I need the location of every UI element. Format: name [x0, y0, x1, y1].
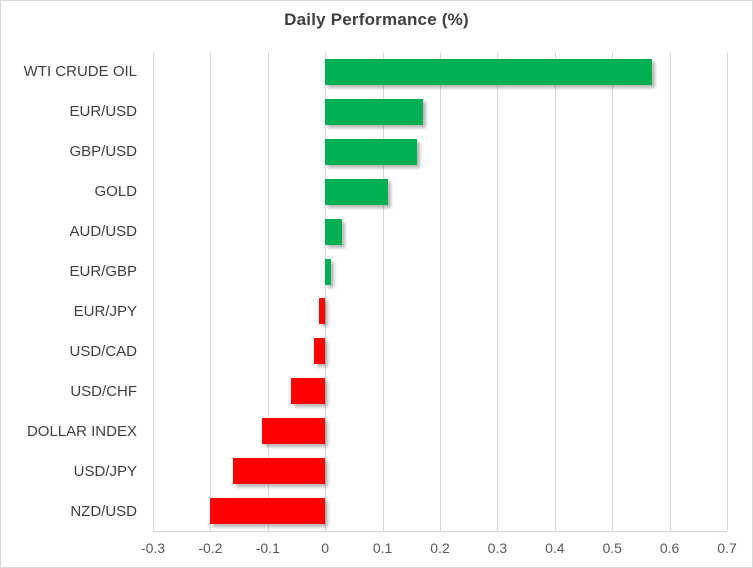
- x-tick-label: 0: [321, 540, 330, 556]
- gridline: [669, 52, 671, 531]
- x-tick-label: -0.2: [198, 540, 223, 556]
- bar-usd-jpy: [233, 458, 326, 485]
- category-label-eur-gbp: EUR/GBP: [69, 263, 137, 281]
- category-label-gbp-usd: GBP/USD: [69, 143, 137, 161]
- gridline: [210, 52, 212, 531]
- bar-gbp-usd: [325, 138, 418, 165]
- bar-gold: [325, 178, 389, 205]
- category-label-gold: GOLD: [94, 183, 137, 201]
- gridline: [612, 52, 614, 531]
- x-tick-label: 0.5: [602, 540, 622, 556]
- bar-nzd-usd: [210, 498, 326, 525]
- x-tick-label: -0.1: [255, 540, 280, 556]
- gridline: [153, 52, 154, 531]
- category-label-usd-jpy: USD/JPY: [73, 462, 137, 480]
- category-label-usd-chf: USD/CHF: [70, 382, 137, 400]
- category-label-dollar-index: DOLLAR INDEX: [26, 422, 137, 440]
- bar-usd-cad: [313, 338, 326, 365]
- x-tick-label: 0.2: [430, 540, 450, 556]
- category-label-eur-usd: EUR/USD: [69, 103, 137, 121]
- gridline: [382, 52, 384, 531]
- category-label-nzd-usd: NZD/USD: [70, 502, 137, 520]
- x-tick-label: 0.4: [545, 540, 565, 556]
- x-tick-label: 0.1: [372, 540, 393, 556]
- gridline: [267, 52, 269, 531]
- category-label-usd-cad: USD/CAD: [69, 342, 137, 360]
- category-label-aud-usd: AUD/USD: [69, 223, 137, 241]
- gridline: [554, 52, 556, 531]
- x-tick-label: 0.3: [487, 540, 508, 556]
- gridline: [440, 52, 441, 531]
- bar-aud-usd: [325, 218, 343, 245]
- x-axis-line: [153, 531, 727, 532]
- bar-eur-usd: [325, 98, 423, 125]
- gridline: [497, 52, 499, 531]
- bar-dollar-index: [262, 418, 326, 445]
- category-label-wti-crude-oil: WTI CRUDE OIL: [23, 63, 137, 81]
- bar-eur-jpy: [319, 298, 326, 325]
- x-tick-label: -0.3: [140, 540, 166, 556]
- x-tick-label: 0.6: [659, 540, 680, 556]
- x-tick-label: 0.7: [717, 540, 737, 556]
- chart-title: Daily Performance (%): [284, 10, 469, 29]
- bar-wti-crude-oil: [325, 58, 653, 85]
- gridline: [325, 52, 327, 531]
- category-label-eur-jpy: EUR/JPY: [73, 302, 137, 320]
- bar-usd-chf: [290, 378, 326, 405]
- bar-eur-gbp: [325, 258, 331, 285]
- gridline: [727, 52, 728, 531]
